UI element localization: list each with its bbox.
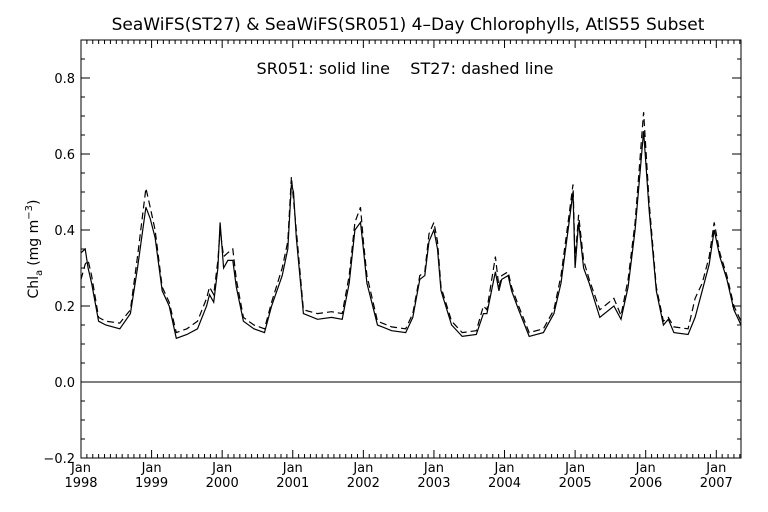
y-label-close: ) [26, 200, 42, 205]
x-tick-month-label: Jan [141, 461, 162, 476]
x-tick-year-label: 2003 [417, 476, 450, 491]
x-tick-year-label: 2000 [206, 476, 239, 491]
x-tick-year-label: 1998 [64, 476, 97, 491]
y-tick-label: −0.2 [43, 452, 75, 467]
y-axis-ticks: −0.2 0.0 0.2 0.4 0.6 0.8 [43, 39, 741, 467]
x-tick-month-label: Jan [70, 461, 91, 476]
x-tick-month-label: Jan [211, 461, 232, 476]
x-tick-month-label: Jan [352, 461, 373, 476]
series-line-st27 [80, 112, 742, 334]
y-tick-label: 0.6 [54, 148, 75, 163]
y-tick-label: 0.2 [54, 300, 75, 315]
series-line-sr051 [80, 131, 742, 340]
x-tick-year-label: 2001 [276, 476, 309, 491]
x-tick-month-label: Jan [423, 461, 444, 476]
x-tick-year-label: 2004 [488, 476, 521, 491]
y-label-subscript: a [34, 270, 45, 276]
x-tick-month-label: Jan [282, 461, 303, 476]
x-tick-month-label: Jan [635, 461, 656, 476]
x-tick-year-label: 2006 [629, 476, 662, 491]
y-tick-label: 0.4 [54, 224, 75, 239]
y-tick-label: 0.0 [54, 376, 75, 391]
x-tick-month-label: Jan [494, 461, 515, 476]
line-style-annotation: SR051: solid line ST27: dashed line [257, 59, 554, 78]
y-label-main: Chl [26, 276, 42, 299]
x-tick-year-label: 1999 [135, 476, 168, 491]
x-tick-year-label: 2007 [700, 476, 733, 491]
x-tick-year-label: 2005 [559, 476, 592, 491]
y-axis-label: Chla (mg m−3) [24, 200, 45, 299]
y-label-exponent: −3 [24, 205, 35, 220]
data-series-group [80, 112, 742, 340]
x-tick-month-label: Jan [705, 461, 726, 476]
x-tick-year-label: 2002 [347, 476, 380, 491]
plot-area-frame [80, 39, 742, 459]
y-tick-label: 0.8 [54, 72, 75, 87]
y-label-units: (mg m [26, 220, 42, 266]
chart-title: SeaWiFS(ST27) & SeaWiFS(SR051) 4–Day Chl… [112, 15, 705, 35]
x-axis-ticks: Jan1998Jan1999Jan2000Jan2001Jan2002Jan20… [64, 40, 741, 491]
x-tick-month-label: Jan [564, 461, 585, 476]
